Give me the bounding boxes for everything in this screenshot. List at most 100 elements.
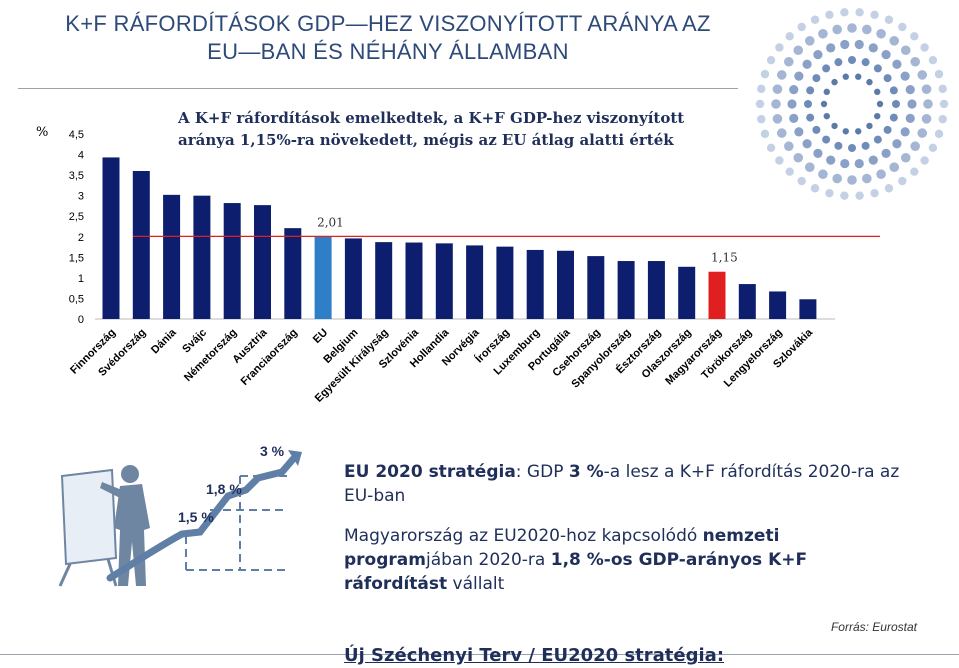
title-divider xyxy=(18,88,738,89)
logo-dot xyxy=(920,156,929,165)
eu2020-text-b: -a lesz a K+F ráfordítás 2020-ra az EU-b… xyxy=(344,462,900,506)
chart-subtitle-line1: A K+F ráfordítások emelkedtek, a K+F GDP… xyxy=(178,109,685,127)
national-program-paragraph: Magyarország az EU2020-hoz kapcsolódó ne… xyxy=(344,524,904,596)
logo-dot xyxy=(804,162,815,172)
logo-dot xyxy=(826,155,836,165)
logo-dot xyxy=(874,112,881,120)
logo-dot xyxy=(834,141,843,150)
bar xyxy=(193,195,211,319)
logo-dot xyxy=(806,86,815,95)
y-tick-label: 1 xyxy=(78,273,84,285)
logo-dot xyxy=(868,43,878,53)
logo-dot xyxy=(757,84,766,94)
logo-dot xyxy=(876,169,886,180)
logo-dot xyxy=(876,100,884,108)
logo-dot xyxy=(802,139,812,149)
logo-dot xyxy=(831,122,838,130)
logo-dot xyxy=(802,59,812,69)
logo-dot xyxy=(898,176,907,186)
logo-dot xyxy=(883,125,892,134)
logo-dot xyxy=(772,84,783,94)
logo-dot xyxy=(881,148,891,158)
bar xyxy=(344,238,362,319)
logo-dot xyxy=(866,122,873,130)
logo-dot xyxy=(789,85,799,95)
logo-dot xyxy=(889,113,898,122)
logo-dot xyxy=(868,155,878,165)
logo-dot xyxy=(855,73,862,80)
eu2020-target: 3 % xyxy=(568,462,604,482)
y-tick-label: 3,5 xyxy=(69,170,84,182)
logo-dot xyxy=(884,15,894,24)
logo-dot xyxy=(873,135,882,144)
x-tick-label: Svájc xyxy=(180,327,209,356)
logo-dot xyxy=(784,141,794,152)
bar xyxy=(738,284,756,319)
logo-dot xyxy=(840,158,850,169)
logo-dot xyxy=(785,32,794,41)
logo-dot xyxy=(920,43,929,52)
eu2020-paragraph: EU 2020 stratégia: GDP 3 %-a lesz a K+F … xyxy=(344,460,904,508)
logo-dot xyxy=(905,85,915,95)
logo-dot xyxy=(900,127,910,137)
logo-dot xyxy=(921,114,932,124)
logo-dot xyxy=(883,74,892,83)
bar xyxy=(678,266,696,319)
data-label: 1,15 xyxy=(711,251,738,265)
bar xyxy=(223,203,241,319)
logo-dot xyxy=(832,173,842,184)
logo-dot xyxy=(825,188,834,198)
growth-arrow-icon xyxy=(106,454,298,582)
bar xyxy=(587,256,605,319)
logo-dot xyxy=(840,39,850,50)
target-1-5-label: 1,5 % xyxy=(178,509,214,525)
bar xyxy=(284,228,302,319)
logo-dot xyxy=(834,58,843,67)
logo-dot xyxy=(822,64,831,73)
logo-dot xyxy=(794,71,804,81)
logo-dot xyxy=(892,100,900,108)
logo-dot xyxy=(939,99,949,109)
logo-dot xyxy=(806,113,815,122)
logo-dot xyxy=(784,56,794,67)
logo-dot xyxy=(854,158,864,169)
logo-dot xyxy=(822,135,831,144)
logo-dot xyxy=(873,64,882,73)
logo-dot xyxy=(772,114,783,124)
logo-dot xyxy=(757,114,766,124)
y-tick-label: 3 xyxy=(78,191,84,203)
logo-dot xyxy=(775,156,784,165)
logo-dot xyxy=(812,125,821,134)
logo-dot xyxy=(917,128,928,138)
logo-dot xyxy=(825,10,834,20)
logo-dot xyxy=(793,152,804,163)
logo-dot xyxy=(921,84,932,94)
logo-dot xyxy=(793,45,804,56)
logo-dot xyxy=(870,10,879,20)
bar xyxy=(466,245,484,319)
chart-subtitle: A K+F ráfordítások emelkedtek, a K+F GDP… xyxy=(178,107,738,151)
logo-dot xyxy=(861,58,870,67)
bar xyxy=(405,242,423,319)
logo-dot xyxy=(934,69,944,79)
logo-dot xyxy=(876,28,886,39)
logo-dot xyxy=(862,24,872,35)
page-title-line1: K+F RÁFORDÍTÁSOK GDP—HEZ VISZONYÍTOTT AR… xyxy=(65,11,711,36)
bar xyxy=(617,261,635,319)
logo-dot xyxy=(787,99,797,109)
logo-dot xyxy=(889,86,898,95)
logo-dot xyxy=(889,36,900,46)
growth-illustration: 3 % 1,8 % 1,5 % xyxy=(58,443,302,587)
y-tick-label: 4 xyxy=(78,150,84,162)
logo-dot xyxy=(760,69,770,79)
logo-dot xyxy=(881,50,891,60)
logo-dot xyxy=(900,45,911,56)
logo-dot xyxy=(842,73,849,80)
bar xyxy=(526,249,544,319)
logo-dot xyxy=(934,129,944,139)
logo-dot xyxy=(892,59,902,69)
y-tick-label: 1,5 xyxy=(69,252,84,264)
logo-dot xyxy=(804,36,815,46)
logo-dot xyxy=(789,113,799,123)
y-tick-label: 2 xyxy=(78,232,84,244)
